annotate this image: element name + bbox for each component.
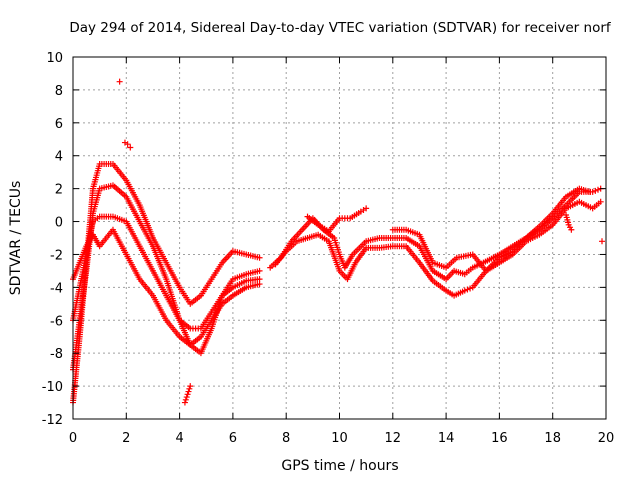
data-point-track-f	[464, 286, 471, 293]
x-axis-ticks: 0 2 4 6 8 10 12 14 16 18 20	[69, 57, 614, 446]
x-tick-label: 12	[385, 431, 402, 446]
data-point-track-c	[256, 267, 263, 274]
data-point-track-e	[595, 186, 602, 193]
data-point-track-b	[256, 276, 263, 283]
y-tick-label: 10	[46, 51, 63, 66]
y-tick-label: -12	[42, 413, 63, 428]
data-points	[70, 78, 606, 406]
data-point-track-f	[461, 287, 468, 294]
data-point-track-i	[186, 385, 193, 392]
x-tick-label: 2	[122, 431, 130, 446]
data-point-track-i	[182, 396, 189, 403]
data-point-track-i	[185, 388, 192, 395]
x-tick-label: 8	[282, 431, 290, 446]
x-tick-label: 18	[544, 431, 561, 446]
data-point-track-i	[124, 141, 131, 148]
x-tick-label: 20	[598, 431, 615, 446]
y-tick-label: 4	[55, 150, 63, 165]
data-point-track-f	[467, 285, 474, 292]
data-point-track-e	[592, 187, 599, 194]
x-axis-title: GPS time / hours	[281, 458, 398, 474]
y-tick-label: -10	[42, 380, 63, 395]
y-tick-label: 6	[55, 117, 63, 132]
x-tick-label: 6	[229, 431, 237, 446]
data-point-track-d	[256, 254, 263, 261]
data-point-track-g	[363, 205, 370, 212]
outlier-point	[599, 238, 606, 245]
y-tick-label: -8	[50, 347, 63, 362]
x-tick-label: 10	[331, 431, 348, 446]
x-tick-label: 0	[69, 431, 77, 446]
y-tick-label: 2	[55, 183, 63, 198]
outlier-point	[116, 78, 123, 85]
x-tick-label: 4	[175, 431, 183, 446]
data-point-track-i	[183, 394, 190, 401]
data-point-track-i	[181, 399, 188, 406]
y-tick-label: -2	[50, 248, 63, 263]
y-axis-ticks: -12 -10 -8 -6 -4 -2 0 2 4 6 8 10	[42, 51, 606, 428]
y-tick-label: -4	[50, 281, 63, 296]
y-tick-label: 0	[55, 216, 63, 231]
data-point-track-i	[127, 144, 134, 151]
y-axis-title: SDTVAR / TECUs	[8, 181, 24, 296]
data-point-track-i	[184, 391, 191, 398]
data-point-track-h	[587, 188, 594, 195]
data-point-track-i	[187, 383, 194, 390]
x-tick-label: 14	[438, 431, 455, 446]
data-point-track-i	[568, 226, 575, 233]
data-point-track-f	[597, 198, 604, 205]
chart-title: Day 294 of 2014, Sidereal Day-to-day VTE…	[69, 20, 612, 36]
y-tick-label: 8	[55, 84, 63, 99]
y-tick-label: -6	[50, 314, 63, 329]
x-tick-label: 16	[491, 431, 508, 446]
